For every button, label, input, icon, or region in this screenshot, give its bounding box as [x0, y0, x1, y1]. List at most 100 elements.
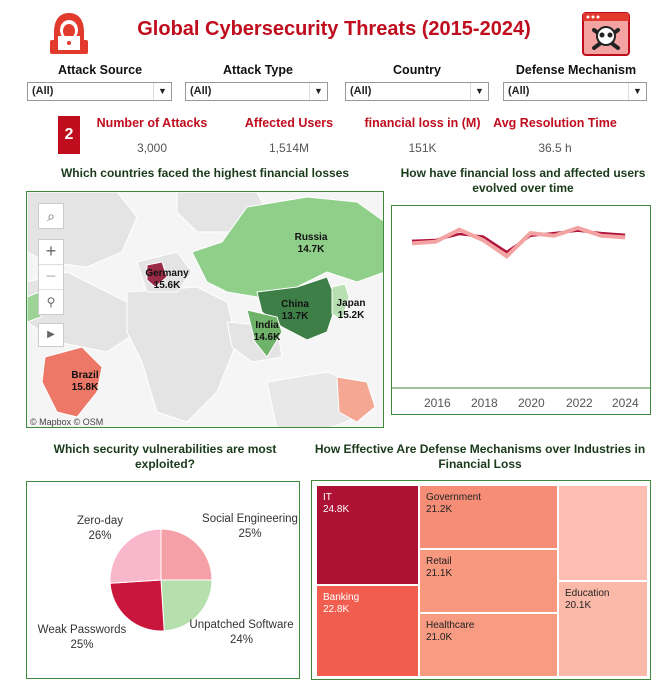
pie-slice[interactable]	[160, 528, 213, 581]
pie-chart	[109, 528, 213, 632]
slice-pct: 24%	[229, 634, 254, 646]
map-label-china: China 13.7K	[265, 299, 325, 323]
cell-value: 20.1K	[565, 600, 592, 611]
country-value: 15.2K	[337, 310, 365, 321]
pin-icon: ⚲	[46, 295, 56, 309]
slice-name: Zero-day	[76, 515, 124, 527]
kpi-attacks-label: Number of Attacks	[96, 116, 208, 130]
pie-slice[interactable]	[109, 528, 162, 584]
map-search-button[interactable]: ⌕	[38, 203, 64, 229]
pie-label-weak-passwords: Weak Passwords 25%	[29, 623, 135, 653]
country-name: China	[281, 299, 309, 310]
kpi-attacks-value: 3,000	[136, 141, 168, 155]
cell-name: Banking	[323, 592, 360, 603]
defense-mechanism-select[interactable]: (All) ▼	[503, 82, 647, 101]
pie-slice[interactable]	[109, 579, 165, 632]
treemap-cell-retail[interactable]: Retail 21.1K	[419, 549, 558, 613]
treemap-cell-it[interactable]: IT 24.8K	[316, 485, 419, 585]
line-chart	[392, 225, 650, 389]
filter-label-attack-type: Attack Type	[223, 63, 293, 77]
cell-name: Government	[426, 492, 482, 503]
treemap-cell-banking[interactable]: Banking 22.8K	[316, 585, 419, 677]
pie-label-zero-day: Zero-day 26%	[65, 514, 135, 544]
cell-name: IT	[323, 492, 332, 503]
slice-name: Unpatched Software	[189, 619, 294, 631]
x-tick: 2018	[471, 396, 498, 410]
plus-icon: +	[45, 241, 57, 261]
country-value: 15.6K	[153, 280, 181, 291]
pie-chart-title: Which security vulnerabilities are most …	[53, 442, 277, 471]
treemap-cell-unlabeled[interactable]	[558, 485, 648, 581]
country-name: Brazil	[71, 370, 99, 381]
kpi-users-value: 1,514M	[268, 141, 310, 155]
x-axis-ticks: 2016 2018 2020 2022 2024	[392, 396, 650, 410]
hacker-icon	[50, 13, 88, 54]
slice-name: Weak Passwords	[37, 624, 127, 636]
cell-name: Retail	[426, 556, 452, 567]
country-name: Japan	[336, 298, 366, 309]
pin-map-button[interactable]: ⚲	[39, 290, 63, 316]
kpi-resolution-value: 36.5 h	[538, 141, 572, 155]
country-value: 14.6K	[253, 332, 281, 343]
map-title: Which countries faced the highest financ…	[60, 166, 350, 180]
chevron-down-icon[interactable]: ▼	[309, 83, 327, 100]
x-tick: 2016	[424, 396, 451, 410]
pie-label-social-engineering: Social Engineering 25%	[195, 512, 299, 542]
treemap-cell-healthcare[interactable]: Healthcare 21.0K	[419, 613, 558, 677]
slice-name: Social Engineering	[202, 513, 298, 525]
country-name: Germany	[145, 268, 189, 279]
cell-name: Healthcare	[426, 620, 475, 631]
map-credit: © Mapbox © OSM	[30, 417, 104, 427]
skull-icon	[582, 12, 630, 56]
map-label-japan: Japan 15.2K	[321, 298, 381, 322]
chevron-down-icon[interactable]: ▼	[153, 83, 171, 100]
pie-chart-panel: Social Engineering 25% Unpatched Software…	[26, 481, 300, 679]
map-expand-button[interactable]: ▶	[38, 323, 64, 347]
country-value: 15.8K	[71, 382, 99, 393]
map-label-india: India 14.6K	[237, 320, 297, 344]
line-series	[411, 225, 626, 259]
minus-icon: −	[45, 266, 57, 286]
x-tick: 2022	[566, 396, 593, 410]
line-chart-panel: 2016 2018 2020 2022 2024	[391, 205, 651, 415]
filter-label-defense-mechanism: Defense Mechanism	[515, 63, 637, 77]
country-name: Russia	[294, 232, 328, 243]
country-value: (All)	[350, 85, 372, 97]
pie-slice[interactable]	[160, 579, 213, 632]
map-panel[interactable]: Russia 14.7K Germany 15.6K China 13.7K Japa…	[26, 191, 384, 428]
zoom-out-button[interactable]: −	[39, 265, 63, 290]
zoom-in-button[interactable]: +	[39, 240, 63, 265]
chevron-down-icon[interactable]: ▼	[628, 83, 646, 100]
line-chart-title: How have financial loss and affected use…	[400, 166, 646, 195]
country-select[interactable]: (All) ▼	[345, 82, 489, 101]
cell-value: 24.8K	[323, 504, 350, 515]
attack-source-select[interactable]: (All) ▼	[27, 82, 172, 101]
map-zoom-controls: + − ⚲	[38, 239, 64, 315]
filter-label-country: Country	[393, 63, 441, 77]
cell-value: 21.0K	[426, 632, 453, 643]
filter-label-attack-source: Attack Source	[57, 63, 143, 77]
slice-pct: 26%	[88, 530, 112, 542]
kpi-loss-label: financial loss in (M)	[364, 116, 481, 130]
pie-label-unpatched-software: Unpatched Software 24%	[179, 618, 299, 648]
country-value: 13.7K	[281, 311, 309, 322]
treemap-cell-government[interactable]: Government 21.2K	[419, 485, 558, 549]
treemap-panel: IT 24.8K Banking 22.8K Government 21.2K Ret…	[311, 480, 651, 680]
cell-name: Education	[565, 588, 610, 599]
country-value: 14.7K	[297, 244, 325, 255]
slice-pct: 25%	[70, 639, 94, 651]
cell-value: 21.1K	[426, 568, 453, 579]
x-tick: 2020	[518, 396, 545, 410]
defense-mechanism-value: (All)	[508, 85, 530, 97]
slice-pct: 25%	[238, 528, 262, 540]
kpi-users-label: Affected Users	[244, 116, 334, 130]
treemap-cell-education[interactable]: Education 20.1K	[558, 581, 648, 677]
chevron-down-icon[interactable]: ▼	[470, 83, 488, 100]
x-tick: 2024	[612, 396, 639, 410]
page-title: Global Cybersecurity Threats (2015-2024)	[137, 18, 531, 40]
attack-source-value: (All)	[32, 85, 54, 97]
search-icon: ⌕	[47, 208, 55, 224]
world-map	[27, 192, 383, 427]
count-badge: 2	[58, 116, 80, 154]
attack-type-select[interactable]: (All) ▼	[185, 82, 328, 101]
